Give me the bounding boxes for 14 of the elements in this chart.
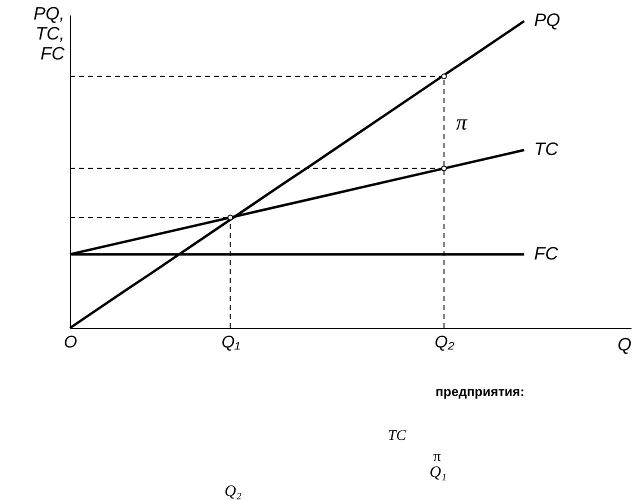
- text: TC: [388, 428, 408, 444]
- text: предприятия:: [436, 384, 524, 399]
- x-axis-title: Q: [617, 334, 632, 354]
- series-label: TC: [534, 139, 560, 160]
- text: Q₂: [224, 483, 242, 500]
- annotation: π: [456, 109, 468, 134]
- x-tick-label: O: [64, 332, 78, 352]
- series-label: PQ: [534, 10, 560, 30]
- x-tick-label: Q₂: [434, 332, 455, 352]
- x-tick-label: Q₁: [221, 332, 240, 352]
- text: π: [433, 449, 442, 465]
- text: Q₁: [429, 464, 447, 481]
- y-axis-title: PQ, TC, FC: [33, 4, 66, 64]
- series-label: FC: [534, 243, 560, 264]
